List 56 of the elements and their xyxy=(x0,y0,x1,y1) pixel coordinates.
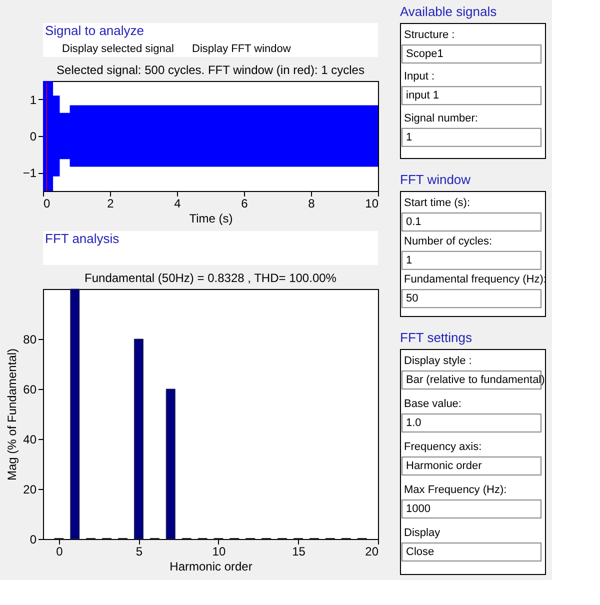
text: Harmonic order xyxy=(406,460,482,472)
y-tick-label: 0 xyxy=(30,532,37,546)
chart-title: Selected signal: 500 cycles. FFT window (in red): 1 cycles xyxy=(56,63,364,77)
x-axis-title: Time (s) xyxy=(189,212,233,226)
text: Available signals xyxy=(400,4,498,19)
x-tick-label: 10 xyxy=(365,196,379,210)
x-tick-label: 4 xyxy=(174,196,182,210)
text: Display xyxy=(404,527,441,539)
y-tick-label: 0 xyxy=(30,130,37,144)
y-tick-label: 60 xyxy=(23,382,37,396)
text: Input : xyxy=(404,70,435,83)
x-tick-label: 0 xyxy=(56,544,64,558)
text: Fundamental frequency (Hz): xyxy=(404,274,546,286)
text: Signal to analyze xyxy=(45,23,144,38)
text: Display style : xyxy=(404,355,472,367)
text: 50 xyxy=(406,292,418,305)
text: FFT analysis xyxy=(45,231,120,246)
x-axis-title: Harmonic order xyxy=(170,560,252,574)
text: input 1 xyxy=(406,90,440,102)
x-tick-label: 2 xyxy=(107,196,114,210)
x-tick-label: 15 xyxy=(292,544,306,558)
x-tick-label: 6 xyxy=(241,196,248,210)
chart-title: Fundamental (50Hz) = 0.8328 , THD= 100.00% xyxy=(84,270,337,285)
y-tick-label: 20 xyxy=(23,482,37,496)
y-tick-label: −1 xyxy=(22,166,37,180)
y-tick-label: 1 xyxy=(30,92,37,107)
text: Max Frequency (Hz): xyxy=(404,484,507,496)
y-tick-label: 40 xyxy=(23,432,37,446)
text: 0.1 xyxy=(406,216,422,228)
text: Number of cycles: xyxy=(404,235,492,248)
text: Start time (s): xyxy=(404,197,470,209)
bar xyxy=(134,338,144,540)
text: 1.0 xyxy=(406,417,422,429)
text: Frequency axis: xyxy=(404,441,482,453)
text: Base value: xyxy=(404,398,462,410)
text: Structure : xyxy=(404,29,455,41)
text: Display FFT window xyxy=(192,43,291,55)
bar xyxy=(166,388,176,540)
text: FFT settings xyxy=(400,330,472,345)
text: Display selected signal xyxy=(62,43,174,55)
text: FFT window xyxy=(400,172,472,187)
x-tick-label: 0 xyxy=(44,196,50,210)
text: Scope1 xyxy=(406,48,444,60)
text: Signal number: xyxy=(404,112,478,124)
x-tick-label: 8 xyxy=(308,196,316,210)
text: Bar (relative to fundamental) xyxy=(406,374,545,386)
text: 1 xyxy=(406,254,412,266)
y-tick-label: 80 xyxy=(23,332,37,346)
x-tick-label: 20 xyxy=(365,544,379,558)
text: 1 xyxy=(406,131,412,144)
text: Close xyxy=(406,546,434,558)
x-tick-label: 5 xyxy=(136,544,143,558)
bar xyxy=(70,288,80,540)
y-axis-title: Mag (% of Fundamental) xyxy=(5,348,20,481)
x-tick-label: 10 xyxy=(212,544,226,558)
text: 1000 xyxy=(406,503,430,515)
